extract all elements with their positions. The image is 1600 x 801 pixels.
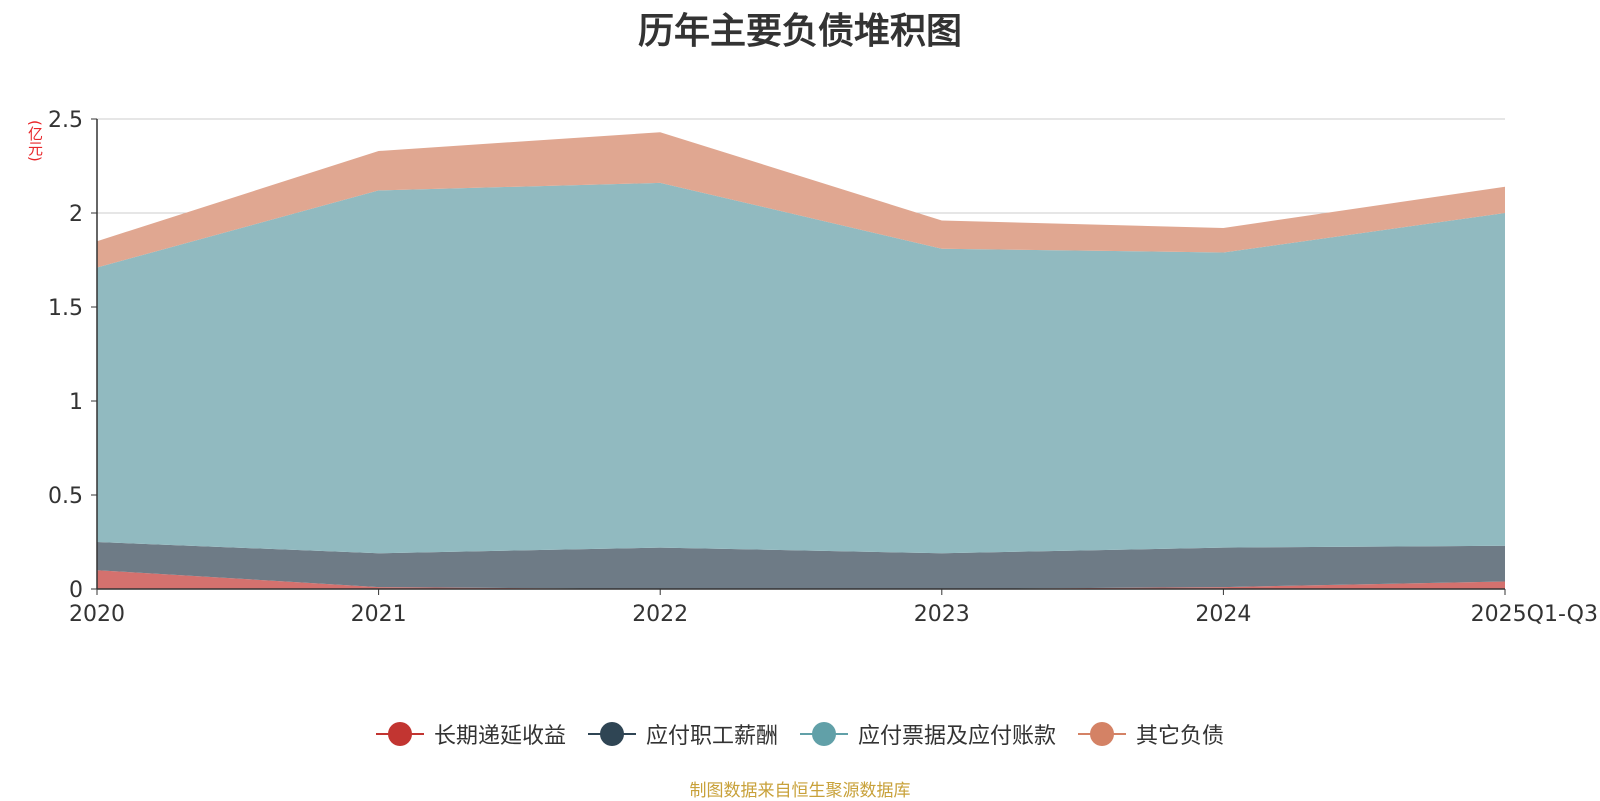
legend-label: 应付职工薪酬 — [645, 724, 778, 749]
legend-marker-icon — [800, 722, 848, 746]
area-series-1 — [97, 542, 1505, 589]
area-layer — [97, 132, 1505, 589]
legend-marker-icon — [587, 722, 636, 746]
y-tick-label-1: 0.5 — [48, 484, 83, 509]
area-series-2 — [97, 182, 1505, 554]
y-tick-label-5: 2.5 — [48, 108, 83, 133]
legend-item-2[interactable]: 应付票据及应付账款 — [800, 718, 1056, 750]
x-tick-label-3: 2023 — [914, 602, 970, 627]
legend: 长期递延收益 应付职工薪酬 应付票据及应付账款 其它负债 — [0, 718, 1600, 750]
x-tick-label-1: 2021 — [351, 602, 407, 627]
x-tick-label-4: 2024 — [1195, 602, 1251, 627]
legend-item-3[interactable]: 其它负债 — [1078, 718, 1224, 750]
axes: 0 0.5 1 1.5 2 2.5 2020 2021 2022 2023 2024 2025Q1-Q… — [48, 108, 1598, 627]
y-tick-label-3: 1.5 — [48, 296, 83, 321]
area-series-3 — [97, 132, 1505, 268]
legend-marker-icon — [1078, 722, 1127, 746]
y-tick-label-2: 1 — [69, 390, 83, 415]
area-series-0 — [97, 570, 1505, 589]
x-tick-label-0: 2020 — [69, 602, 125, 627]
x-tick-label-2: 2022 — [632, 602, 688, 627]
x-tick-label-5: 2025Q1-Q3 — [1471, 602, 1598, 627]
legend-label: 其它负债 — [1136, 724, 1225, 749]
legend-marker-icon — [375, 722, 424, 746]
legend-item-1[interactable]: 应付职工薪酬 — [587, 718, 778, 750]
chart-title: 历年主要负债堆积图 — [637, 11, 962, 52]
y-tick-label-0: 0 — [69, 578, 83, 603]
legend-item-0[interactable]: 长期递延收益 — [375, 718, 566, 750]
legend-label: 长期递延收益 — [433, 724, 566, 749]
y-axis-unit-label: (亿元) — [26, 120, 44, 162]
y-tick-label-4: 2 — [69, 202, 83, 227]
legend-label: 应付票据及应付账款 — [858, 724, 1057, 749]
source-note: 制图数据来自恒生聚源数据库 — [689, 781, 911, 801]
